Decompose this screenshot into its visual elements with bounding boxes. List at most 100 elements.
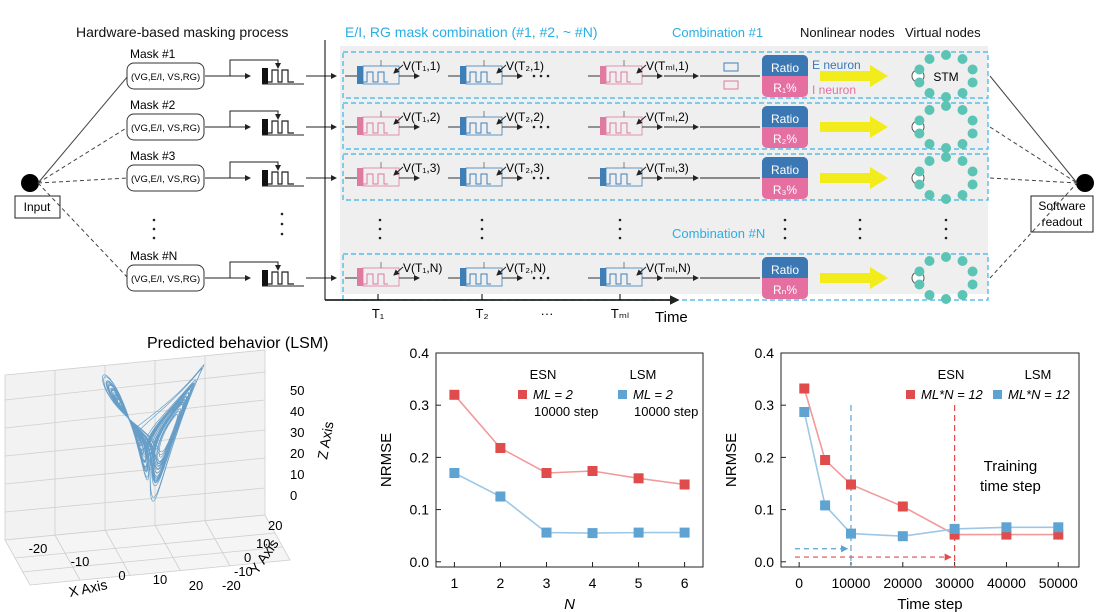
- lorenz-y-tick: 0: [244, 550, 251, 565]
- neuron-device-icon: V(Tₘₗ,2): [588, 110, 689, 136]
- neuron-device-icon: V(Tₘₗ,1): [588, 59, 689, 85]
- legend-text: ML*N = 12: [921, 387, 984, 402]
- reservoir-background: [340, 46, 988, 294]
- y-tick-label: 0.0: [410, 554, 430, 570]
- legend-series-name: ESN: [530, 367, 557, 382]
- ratio-box: Ratio R₂%: [762, 106, 808, 148]
- e-neuron-label: E neuron: [812, 58, 861, 72]
- data-point-lsm: [897, 531, 908, 542]
- x-tick-label: 50000: [1039, 575, 1078, 591]
- svg-text:Ratio: Ratio: [771, 61, 799, 75]
- y-tick-label: 0.4: [755, 345, 775, 361]
- time-tick-label: T₂: [476, 306, 489, 321]
- voltage-label: V(T₁,N): [403, 261, 442, 275]
- lorenz-z-tick: 10: [290, 467, 304, 482]
- lorenz-z-tick: 0: [290, 488, 297, 503]
- svg-text:R₃%: R₃%: [773, 183, 798, 197]
- label-combination-n: Combination #N: [672, 226, 765, 241]
- time-axis-label: Time: [655, 309, 688, 326]
- x-tick-label: 1: [451, 575, 459, 591]
- x-axis-label: Time step: [897, 596, 962, 612]
- legend-swatch: [906, 390, 915, 399]
- voltage-label: V(Tₘₗ,2): [646, 110, 689, 124]
- data-point-esn: [1001, 529, 1012, 540]
- neuron-device-icon: V(T₁,2): [345, 110, 440, 136]
- x-tick-label: 10000: [831, 575, 870, 591]
- neuron-device-icon: V(T₂,3): [448, 161, 544, 187]
- y-tick-label: 0.2: [410, 449, 430, 465]
- data-point-lsm: [1001, 522, 1012, 533]
- plot-frame: [435, 352, 704, 568]
- lorenz-y-tick: 20: [268, 518, 282, 533]
- svg-text:Ratio: Ratio: [771, 263, 799, 277]
- voltage-label: V(T₁,3): [403, 161, 440, 175]
- readout-label-2: readout: [1042, 215, 1083, 229]
- data-point-esn: [541, 468, 552, 478]
- lorenz-y-tick: -10: [234, 564, 253, 579]
- title-mask-combination: E/I, RG mask combination (#1, #2, ~ #N): [345, 24, 598, 40]
- mask-param-box: [126, 62, 205, 90]
- legend-swatch: [993, 390, 1002, 399]
- legend-series-name: ESN: [938, 367, 965, 382]
- lorenz-y-tick: -20: [222, 578, 241, 593]
- x-tick-label: 0: [795, 575, 803, 591]
- yellow-arrow-icon: [820, 116, 888, 138]
- combination-box: [342, 51, 989, 99]
- mask-row-3: Mask #3 (VG,E/I, VS,RG) V(T₁,3) V(T₂,3) V(Tₘ…: [37, 149, 1078, 204]
- mask-row-4: Mask #N (VG,E/I, VS,RG) V(T₁,N) V(T₂,N) V(Tₘ…: [37, 182, 1078, 304]
- mask-name: Mask #2: [130, 98, 176, 112]
- lorenz-x-tick: -20: [29, 541, 48, 556]
- neuron-device-icon: V(T₂,2): [448, 110, 544, 136]
- lorenz-x-tick: 10: [153, 572, 167, 587]
- ratio-box: Ratio R₃%: [762, 157, 808, 199]
- legend-text: ML = 2: [533, 387, 574, 402]
- legend-series-name: LSM: [630, 367, 657, 382]
- svg-text:R₂%: R₂%: [773, 132, 797, 146]
- mask-params: (VG,E/I, VS,RG): [131, 174, 200, 185]
- virtual-node-ring: [914, 252, 978, 304]
- voltage-label: V(T₂,3): [506, 161, 544, 175]
- x-tick-label: 4: [589, 575, 597, 591]
- data-point-lsm: [1053, 522, 1064, 533]
- lorenz-x-tick: -10: [71, 554, 90, 569]
- mask-signal-icon: [262, 68, 304, 85]
- combination-box: [342, 102, 989, 150]
- x-tick-label: 6: [681, 575, 689, 591]
- mask-row-2: Mask #2 (VG,E/I, VS,RG) V(T₁,2) V(T₂,2) V(Tₘ…: [37, 98, 1078, 184]
- voltage-label: V(T₂,1): [506, 59, 544, 73]
- data-point-esn: [949, 529, 960, 540]
- readout-node: [1076, 174, 1094, 192]
- mask-param-box: [126, 264, 205, 292]
- voltage-label: V(Tₘₗ,3): [646, 161, 689, 175]
- voltage-label: V(T₁,2): [403, 110, 440, 124]
- voltage-label: V(T₁,1): [403, 59, 440, 73]
- x-tick-label: 3: [543, 575, 551, 591]
- data-point-lsm: [949, 523, 960, 534]
- mask-param-box: [126, 164, 205, 192]
- data-point-lsm: [679, 527, 690, 538]
- mask-row-1: Mask #1 (VG,E/I, VS,RG) V(T₁,1) V(T₂,1) V(Tₘ…: [37, 47, 1078, 184]
- plot-frame: [780, 352, 1080, 568]
- y-tick-label: 0.4: [410, 345, 430, 361]
- data-point-esn: [449, 389, 460, 400]
- ratio-box: Ratio Rₙ%: [762, 257, 808, 299]
- mask-params: (VG,E/I, VS,RG): [131, 72, 200, 83]
- series-line-lsm: [454, 472, 685, 534]
- legend-swatch: [618, 390, 627, 399]
- title-hardware-masking: Hardware-based masking process: [76, 24, 288, 40]
- input-label: Input: [24, 200, 51, 214]
- time-tick-label: ···: [541, 306, 554, 321]
- neuron-device-icon: V(T₁,3): [345, 161, 440, 187]
- virtual-node-ring: [914, 50, 978, 102]
- data-point-esn: [633, 473, 644, 484]
- legend-sub: 10000 step: [534, 404, 598, 419]
- label-nonlinear-nodes: Nonlinear nodes: [800, 25, 895, 40]
- mask-signal-icon: [262, 119, 304, 136]
- lorenz-title: Predicted behavior (LSM): [147, 335, 328, 352]
- legend-text: ML*N = 12: [1008, 387, 1071, 402]
- combination-box: [342, 153, 989, 201]
- ratio-box: Ratio R₁%: [762, 55, 808, 97]
- legend-sub: 10000 step: [634, 404, 698, 419]
- combination-box: [342, 253, 989, 301]
